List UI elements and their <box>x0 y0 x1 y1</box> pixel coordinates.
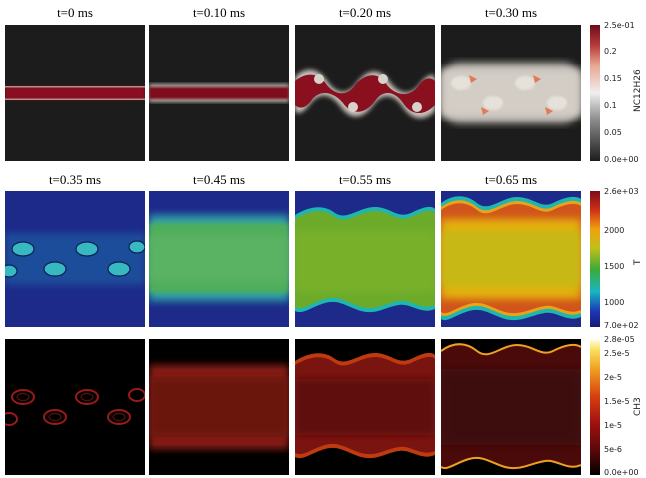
panel-ch3-t065 <box>441 339 581 475</box>
panel-title-r1c3: t=0.20 ms <box>338 5 392 20</box>
colorbar-ch3-min: 0.0e+00 <box>604 468 639 477</box>
panel-title-r1c1: t=0 ms <box>57 5 93 20</box>
colorbar-nc12h26-tick: 0.05 <box>604 128 622 137</box>
panel-title-r2c2: t=0.45 ms <box>192 172 246 187</box>
colorbar-ch3 <box>590 339 600 475</box>
panel-ch3-t035 <box>5 339 145 475</box>
panel-ch3-t045 <box>149 339 289 475</box>
panel-nc12h26-t010 <box>149 25 289 161</box>
panel-nc12h26-t030 <box>441 25 581 161</box>
colorbar-ch3-tick: 1.5e-5 <box>604 397 630 406</box>
colorbar-temperature-tick: 1500 <box>604 262 625 271</box>
panel-nc12h26-t0 <box>5 25 145 161</box>
colorbar-temperature <box>590 191 600 327</box>
colorbar-ch3-tick: 2.5e-5 <box>604 349 630 358</box>
panel-title-r1c4: t=0.30 ms <box>484 5 538 20</box>
panel-title-r1c2: t=0.10 ms <box>192 5 246 20</box>
colorbar-temperature-tick: 2000 <box>604 226 625 235</box>
colorbar-nc12h26 <box>590 25 600 161</box>
colorbar-nc12h26-tick: 0.2 <box>604 47 617 56</box>
panel-title-r2c4: t=0.65 ms <box>484 172 538 187</box>
panel-ch3-t055 <box>295 339 435 475</box>
colorbar-ch3-label: CH3 <box>633 397 643 416</box>
colorbar-nc12h26-min: 0.0e+00 <box>604 155 639 164</box>
colorbar-ch3-max: 2.8e-05 <box>604 335 635 344</box>
colorbar-nc12h26-max: 2.5e-01 <box>604 21 635 30</box>
colorbar-ch3-tick: 5e-6 <box>604 445 622 454</box>
colorbar-temperature-label: T <box>633 259 643 266</box>
panel-temperature-t065 <box>441 191 581 327</box>
panel-title-r2c1: t=0.35 ms <box>48 172 102 187</box>
panel-title-r2c3: t=0.55 ms <box>338 172 392 187</box>
panel-temperature-t045 <box>149 191 289 327</box>
colorbar-temperature-tick: 1000 <box>604 298 625 307</box>
colorbar-nc12h26-tick: 0.15 <box>604 74 622 83</box>
colorbar-nc12h26-tick: 0.1 <box>604 101 617 110</box>
colorbar-temperature-max: 2.6e+03 <box>604 187 639 196</box>
panel-temperature-t055 <box>295 191 435 327</box>
colorbar-temperature-min: 7.0e+02 <box>604 321 639 330</box>
colorbar-nc12h26-label: NC12H26 <box>633 69 643 112</box>
panel-nc12h26-t020 <box>295 25 435 161</box>
colorbar-ch3-tick: 2e-5 <box>604 373 622 382</box>
panel-temperature-t035 <box>5 191 145 327</box>
colorbar-ch3-tick: 1e-5 <box>604 421 622 430</box>
